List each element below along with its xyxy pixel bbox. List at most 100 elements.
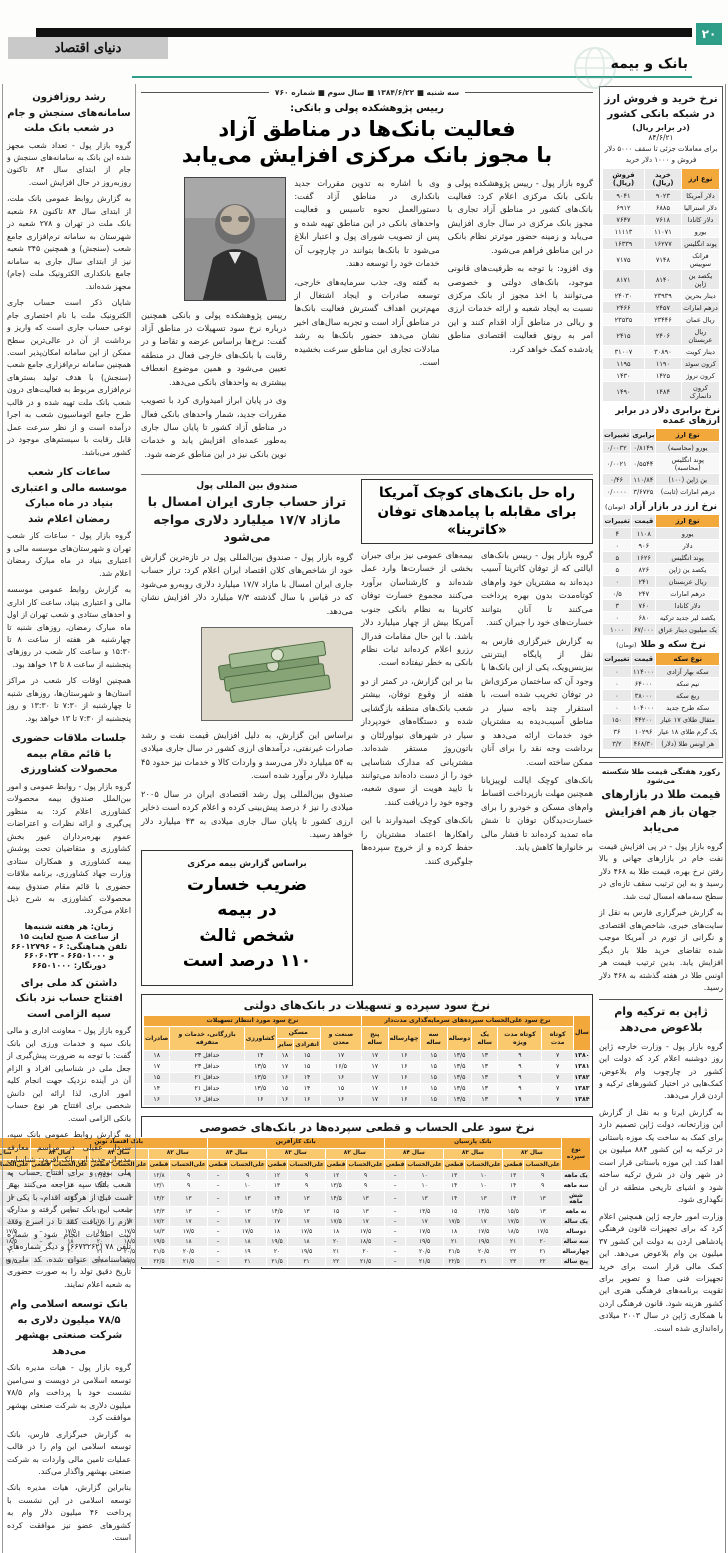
column-header: نرخ سود علی‌الحساب سپرده‌های سرمایه‌گذار… [360,1014,574,1028]
table-cell: ۱۶ [319,1093,362,1106]
table-row: یکصد ین ژاپن ۸۲۶ ۵ [601,563,720,577]
imf-body-bottom: براساس این گزارش، به دلیل افزایش قیمت نف… [141,729,353,842]
column-header: پنج ساله [360,1026,389,1051]
currency-box-note: برای معاملات جزئی تا سقف ۵۰۰۰ دلار فروش … [604,145,718,164]
rates-sidebar: نرخ خرید و فروش ارز در شبکه بانکی کشور (… [598,84,726,1553]
table-row: ریال عربستان ۲۴۱ ۰ [601,575,720,589]
table-cell: ۱۳/۵ [446,1082,473,1095]
paragraph: گروه بازار پول - وزارت خارجه ژاپن روز دو… [599,1041,723,1101]
column-header: قطعی [383,1159,407,1172]
table-row: پوند انگلیس (محاسبه) ۰/۵۵۴۴ ۰/۰۰۲۱ [601,453,720,475]
table-cell: ۱۳ [471,1082,499,1095]
section-title: بانک و بیمه [610,56,688,72]
imf-column: صندوق بین المللی پول تراز حساب جاری ایرا… [141,479,353,986]
table-cell: ۱۳۸۰ [572,1049,592,1062]
table-cell: ۱۰ [228,1180,267,1192]
table-row: ربع سکه ۳۸۰۰۰ ۰ [602,689,720,703]
table-cell: ۱۶ [387,1071,421,1084]
table-cell: ۱۸ [169,1236,208,1248]
paragraph: به گزارش خبرگزاری فارس به نقل از سایت‌ها… [599,908,723,993]
section-strip: بانک و بیمه [132,46,692,89]
table-cell: ۳ [601,599,633,613]
imf-headline: تراز حساب جاری ایران امسال با مازاد ۱۷/۷… [147,494,347,545]
insurance-headline: ضریب خسارت در بیمه شخص ثالث ۱۱۰ درصد است [182,874,312,972]
table-cell: ۱۸ [228,1236,267,1248]
table-cell: ۶۴۰۰۰ [630,677,657,691]
table-cell: ۱۳ [501,1170,525,1182]
brief-headline: داشتن کد ملی برای افتتاح حساب نزد بانک س… [15,977,123,1020]
table-cell: یک گرم طلای ۱۸ عیار [655,725,720,739]
table-cell: ۶۷/۰۰۰ [631,623,657,637]
table-cell: ۰ [601,611,633,625]
unit-label: (تومان) [616,641,637,650]
column-header: تغییرات [602,652,632,667]
table-cell: ۳/۲ [602,737,632,751]
table-cell: ۲۱/۵ [265,1256,289,1268]
table-cell: ۱۷ [360,1071,389,1084]
table-cell: ۱۳ [471,1049,499,1062]
table-row: ین ژاپن (۱۰۰) ۱۱۰/۸۴ ۰/۴۶ [601,473,720,487]
table-cell: سه ماهه [560,1180,592,1192]
dollar-parity-table: نوع ارز برابری تغییرات یورو (محاسبه) ۰/۸۱… [601,428,720,499]
column-header: کشاورزی [243,1026,277,1051]
table-cell: ۰/۵ [601,587,633,601]
table-row: یکصد ین ژاپن ۸۱۴۰ ۸۱۷۱ [602,269,721,291]
column-header: بانک پارسیان [383,1136,562,1149]
brief-contact-lines: زمان: هر هفته شنبه‌ها از ساعت ۸ صبح لغای… [7,922,131,970]
table-cell: ۲۴۰۶ [643,325,682,347]
table-cell: ۱۹ [228,1246,267,1258]
table-cell: پوند انگلیس (محاسبه) [655,453,720,475]
table-cell: – [206,1236,230,1248]
table-row: ریال عمان ۲۳۴۴۶ ۲۳۵۳۵ [602,313,721,327]
table-cell: ۰/۰۰۳۲ [601,441,632,455]
table-cell: ۱۷/۲ [147,1216,171,1228]
table-cell: ۱۴ [501,1180,525,1192]
table-cell: ۱۷/۵ [287,1226,326,1238]
table-cell: ۱۴۸۴ [643,381,682,403]
table-cell: دلار استرالیا [680,201,721,215]
table-row: نیم سکه ۶۴۰۰۰ ۰ [602,677,720,691]
table-cell: ۹ [497,1071,543,1084]
table-cell: ۳۰۸۹۰ [643,345,682,359]
table-cell: ۱۳/۵ [243,1082,277,1095]
table-row: درهم امارات ۲۴۷ ۰/۵ [601,587,720,601]
table-cell: ۷ [541,1049,574,1062]
dollars-photo [201,627,353,721]
table-cell: ۰/۵۵۴۴ [630,453,657,475]
paragraph: گروه بازار پول - معاونت اداری و مالی بان… [7,1026,131,1123]
content-grid: نرخ خرید و فروش ارز در شبکه بانکی کشور (… [0,84,728,1553]
table-cell: ۱۶ [293,1093,321,1106]
table-cell: ۱۱۰/۸۴ [630,473,657,487]
table-cell: ۱۳/۵ [446,1071,473,1084]
column-header: قیمت [630,652,657,667]
table-cell: – [383,1236,407,1248]
table-cell: ۱۷/۵ [501,1216,525,1228]
paragraph: وی افزود: با توجه به ظرفیت‌های قانونی مو… [447,263,593,354]
lead-body-column: وی با اشاره به تدوین مقررات جدید بانکدار… [294,177,439,467]
lead-body: گروه بازار پول - رییس پژوهشکده پولی و با… [141,176,593,467]
column-header: قطعی [442,1159,466,1172]
column-header: علی‌الحساب [346,1159,385,1172]
table-cell: ۶۸۰ [631,611,657,625]
table-cell: ۱۷/۵ [405,1226,444,1238]
table-cell: ۹ [346,1180,385,1192]
table-cell: ۹ [287,1180,326,1192]
table-cell: کرون سوئد [680,357,721,371]
table-row: ۱۳۸۰ ۷ ۹ ۱۳ ۱۳/۵ ۱۵ ۱۶ ۱۷ ۱۷ ۱۵ ۱۸ ۱۴ حداقل ۲۳ ۱۸ [142,1049,592,1062]
private-banks-table-title: نرخ سود علی الحساب و قطعی سپرده‌ها در با… [199,1120,535,1134]
table-row: یک میلیون دینار عراق ۶۷/۰۰۰ ۱۰۰۰ [601,623,720,637]
column-header: قطعی [147,1159,171,1172]
column-header: علی‌الحساب [523,1159,562,1172]
table-cell: ۱۰۰۰ [601,623,633,637]
state-banks-table-box: نرخ سود سپرده و تسهیلات در بانک‌های دولت… [141,993,593,1108]
table-cell: ۱۱۱۱۳ [602,225,645,239]
brief-headline: ساعات کار شعب موسسه مالی و اعتباری بنیاد… [10,467,128,525]
column-header: سال [572,1014,592,1051]
table-cell: ۱۷ [319,1049,362,1062]
paragraph: بانک‌های کوچک امیدوارند با این راهکارها … [361,815,473,866]
table-cell: دلار آمریکا [680,189,721,203]
table-row: ریال عربستان ۲۴۰۶ ۲۴۱۵ [602,325,721,347]
table-cell: ۱۵ [419,1049,448,1062]
table-row: درهم امارات ۲۴۵۷ ۲۴۶۶ [602,301,721,315]
table-cell: ۱۴ [442,1190,466,1208]
